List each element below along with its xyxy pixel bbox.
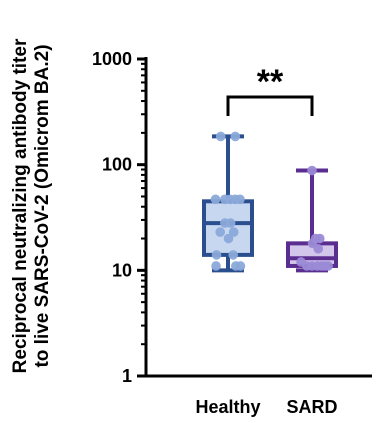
box-group-sard: SARD [286, 165, 338, 417]
significance-bracket [226, 95, 314, 116]
data-point [323, 261, 333, 271]
y-axis-title-line-2: to live SARS-CoV-2 (Omicrom BA.2) [32, 44, 53, 367]
significance-label: ** [257, 63, 284, 101]
y-axis-title: Reciprocal neutralizing antibody titer t… [10, 38, 53, 373]
box-group-healthy: Healthy [195, 131, 261, 417]
box-groups: Healthy SARD [195, 131, 338, 417]
data-point [215, 131, 226, 142]
data-point [313, 243, 324, 254]
data-point [228, 227, 239, 237]
data-point [228, 250, 238, 260]
y-tick-label: 100 [102, 155, 132, 175]
data-point [307, 165, 317, 176]
iqr-box [202, 199, 254, 257]
data-point [235, 194, 245, 205]
data-point [215, 227, 225, 237]
data-point [211, 261, 221, 271]
y-tick-label: 1 [122, 366, 132, 386]
data-point [210, 194, 221, 205]
data-point [225, 218, 236, 228]
y-axis-title-line-1: Reciprocal neutralizing antibody titer [10, 38, 31, 373]
data-point [230, 131, 241, 142]
data-point [211, 250, 222, 260]
data-point [223, 233, 234, 244]
significance-annotation: ** [226, 63, 314, 116]
x-tick-label: Healthy [195, 397, 260, 417]
y-tick-label: 1000 [92, 49, 132, 69]
y-tick-label: 10 [112, 260, 132, 280]
axes: 1 10 100 1000 [92, 49, 372, 386]
data-point [315, 233, 325, 244]
data-point [235, 261, 246, 271]
x-tick-label: SARD [286, 397, 337, 417]
